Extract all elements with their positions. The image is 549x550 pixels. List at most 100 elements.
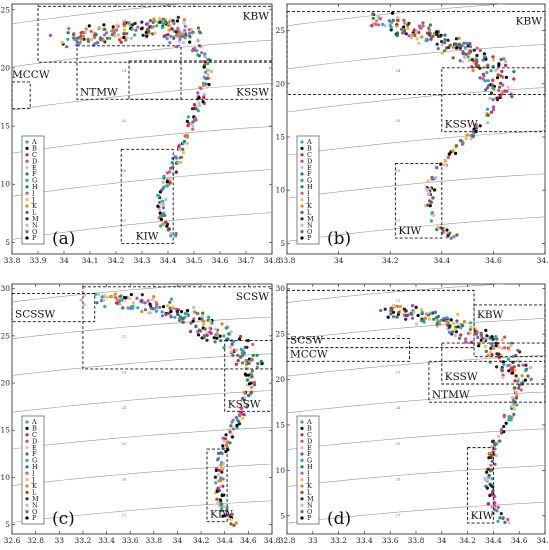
legend-entry: D	[307, 157, 312, 165]
data-point	[191, 120, 195, 124]
data-point	[500, 369, 504, 373]
data-point	[449, 236, 453, 240]
data-point	[496, 505, 500, 509]
data-point	[155, 24, 159, 28]
data-point	[112, 31, 116, 35]
data-point	[490, 335, 494, 339]
region-label-kbw: KBW	[477, 309, 504, 321]
data-point	[197, 44, 202, 48]
panel-label: (c)	[52, 509, 75, 529]
data-point	[493, 494, 497, 499]
y-tick-label: 15	[275, 132, 285, 141]
x-tick-label: 34	[334, 256, 344, 265]
legend-marker	[300, 236, 304, 240]
data-point	[507, 418, 511, 422]
y-tick-label: 10	[0, 473, 10, 482]
data-point	[219, 502, 223, 506]
data-point	[429, 219, 433, 223]
data-point	[411, 33, 415, 37]
data-point	[185, 135, 190, 139]
isopycnal-label: 22	[395, 334, 401, 339]
data-point	[466, 55, 470, 59]
data-point	[181, 147, 185, 151]
data-point	[237, 420, 241, 424]
region-label-kssw: KSSW	[228, 398, 261, 410]
data-point	[196, 109, 200, 113]
legend-entry: B	[307, 145, 312, 153]
legend-entry: K	[32, 202, 37, 210]
data-point	[232, 523, 236, 528]
isopycnal-line	[287, 87, 545, 113]
data-point	[219, 509, 223, 513]
legend-entry: E	[307, 444, 312, 452]
data-point	[472, 127, 476, 131]
region-box-kiw	[467, 447, 494, 524]
data-point	[105, 295, 109, 299]
region-label-kssw: KSSW	[445, 371, 478, 383]
data-point	[423, 316, 427, 320]
data-point	[489, 463, 493, 467]
y-tick-label: 15	[275, 420, 285, 429]
data-point	[136, 306, 140, 310]
x-tick-label: 34.2	[108, 256, 125, 265]
data-point	[169, 234, 173, 238]
isopycnal-line	[287, 502, 545, 524]
legend-marker	[300, 497, 304, 501]
data-point	[231, 427, 236, 431]
x-tick-label: 34.4	[485, 536, 502, 545]
data-point	[201, 100, 205, 104]
data-point	[48, 33, 53, 38]
isopycnal-label: 23	[395, 369, 401, 374]
data-point	[510, 95, 514, 99]
legend-marker	[300, 452, 304, 456]
data-point	[417, 41, 421, 45]
data-point	[453, 333, 457, 338]
data-point	[213, 340, 217, 344]
data-point	[468, 45, 472, 49]
data-point	[454, 151, 458, 155]
data-point	[197, 96, 201, 100]
y-tick-label: 20	[275, 79, 285, 88]
y-tick-label: 20	[275, 375, 285, 384]
data-point	[396, 16, 400, 20]
data-point	[494, 335, 498, 339]
isopycnal-label: 22	[121, 334, 127, 339]
data-point	[178, 35, 182, 39]
legend-marker	[300, 191, 304, 195]
x-tick-label: 34.6	[212, 256, 229, 265]
region-label-ntmw: NTMW	[80, 86, 118, 98]
data-point	[438, 322, 442, 326]
x-tick-label: 34	[59, 256, 69, 265]
legend-entry: O	[32, 228, 37, 236]
region-box-scssw	[11, 292, 96, 323]
data-point	[216, 458, 220, 462]
data-point	[177, 316, 182, 320]
legend-entry: G	[307, 457, 312, 465]
region-label-kiw: KIW	[398, 225, 421, 237]
data-point	[412, 28, 416, 32]
data-point	[188, 329, 193, 334]
y-tick-label: 25	[0, 331, 10, 340]
data-point	[445, 228, 449, 232]
data-point	[205, 333, 209, 337]
data-point	[112, 28, 116, 32]
region-label-mccw: MCCW	[12, 69, 50, 81]
data-point	[239, 334, 243, 339]
data-point	[490, 344, 494, 348]
data-point	[501, 375, 505, 379]
isopycnal-line	[12, 212, 272, 240]
data-point	[188, 31, 192, 35]
legend-marker	[25, 439, 29, 443]
data-point	[189, 28, 193, 32]
data-point	[174, 30, 178, 34]
data-point	[448, 324, 452, 328]
x-tick-label: 33.8	[145, 536, 162, 545]
data-point	[512, 407, 517, 411]
data-point	[229, 432, 233, 436]
data-point	[375, 19, 379, 23]
data-point	[475, 53, 479, 58]
data-point	[395, 33, 399, 38]
data-point	[230, 512, 234, 516]
legend-entry: B	[32, 425, 37, 433]
data-point	[197, 101, 201, 105]
